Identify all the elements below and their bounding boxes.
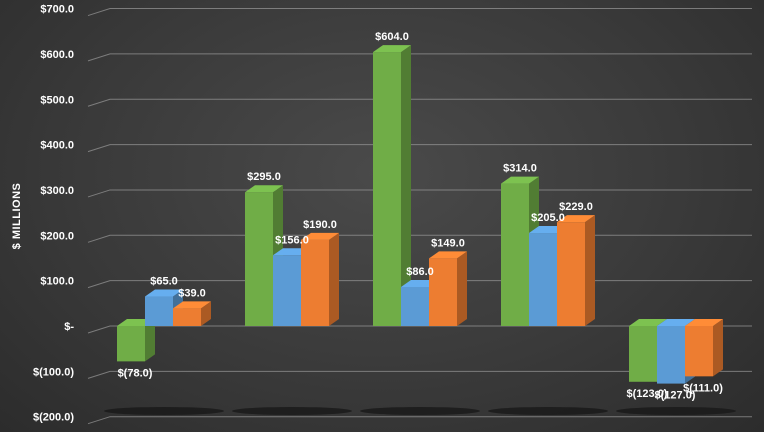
bar (429, 251, 467, 326)
data-label: $604.0 (375, 31, 409, 43)
bar-top (501, 176, 539, 184)
gridline (87, 416, 752, 425)
data-label: $(78.0) (118, 367, 153, 379)
bar (245, 185, 283, 326)
bar-front (145, 296, 173, 326)
y-tick-label: $300.0 (40, 185, 74, 197)
bar-top (373, 45, 411, 53)
bar-front (557, 222, 585, 326)
floor-shadow (616, 407, 736, 415)
gridline (87, 370, 752, 379)
bar-top (657, 319, 695, 326)
bar-front (629, 326, 657, 382)
y-tick-label: $500.0 (40, 94, 74, 106)
gridline (87, 234, 752, 243)
bar-front (685, 326, 713, 377)
bar-top (173, 301, 211, 309)
y-axis-title: $ MILLIONS (11, 183, 23, 250)
bar (173, 301, 211, 326)
bar-front (401, 286, 429, 326)
bar-top (145, 289, 183, 297)
bar-front (429, 258, 457, 326)
y-tick-label: $100.0 (40, 276, 74, 288)
y-tick-label: $(200.0) (33, 412, 74, 424)
data-label: $149.0 (431, 237, 465, 249)
data-label: $314.0 (503, 163, 537, 175)
bar-side (457, 251, 467, 326)
bar-top (429, 251, 467, 259)
bar-top (629, 319, 667, 326)
bar (557, 215, 595, 326)
floor-shadow (488, 407, 608, 415)
bar-side (585, 215, 595, 326)
data-label: $229.0 (559, 201, 593, 213)
y-tick-label: $(100.0) (33, 366, 74, 378)
data-label: $(123.0) (627, 388, 668, 400)
y-tick-label: $700.0 (40, 4, 74, 16)
y-tick-label: $400.0 (40, 140, 74, 152)
bar-side (329, 232, 339, 326)
bar-top (301, 232, 339, 240)
data-label: $86.0 (406, 266, 434, 278)
bar-top (557, 215, 595, 223)
bar-side (713, 319, 723, 377)
data-label: $156.0 (275, 234, 309, 246)
bar-top (245, 185, 283, 193)
data-label: $(127.0) (655, 390, 696, 402)
gridline (87, 144, 752, 153)
data-label: $295.0 (247, 171, 281, 183)
bar (373, 45, 411, 326)
floor-shadow (232, 407, 352, 415)
data-label: $190.0 (303, 219, 337, 231)
bar-side (201, 301, 211, 326)
bar-front (501, 183, 529, 326)
data-label: $65.0 (150, 276, 178, 288)
bar-front (117, 326, 145, 362)
bar (301, 232, 339, 326)
data-label: $(111.0) (683, 382, 723, 394)
gridline (87, 189, 752, 198)
bar-front (245, 192, 273, 326)
bar-side (145, 319, 155, 362)
bar-front (301, 239, 329, 326)
bar-side (401, 45, 411, 326)
bar-front (373, 52, 401, 326)
data-label: $205.0 (531, 212, 565, 224)
data-label: $39.0 (178, 287, 206, 299)
gridline (87, 98, 752, 107)
bar-front (529, 233, 557, 326)
floor-shadow (360, 407, 480, 415)
gridline (87, 53, 752, 62)
bar-front (657, 326, 685, 384)
bar-front (273, 255, 301, 326)
bar (685, 319, 723, 377)
y-tick-label: $600.0 (40, 49, 74, 61)
bar-front (173, 308, 201, 326)
floor-shadow (104, 407, 224, 415)
y-tick-label: $200.0 (40, 230, 74, 242)
bar-top (685, 319, 723, 326)
gridline (87, 8, 752, 17)
y-tick-label: $- (64, 321, 74, 333)
